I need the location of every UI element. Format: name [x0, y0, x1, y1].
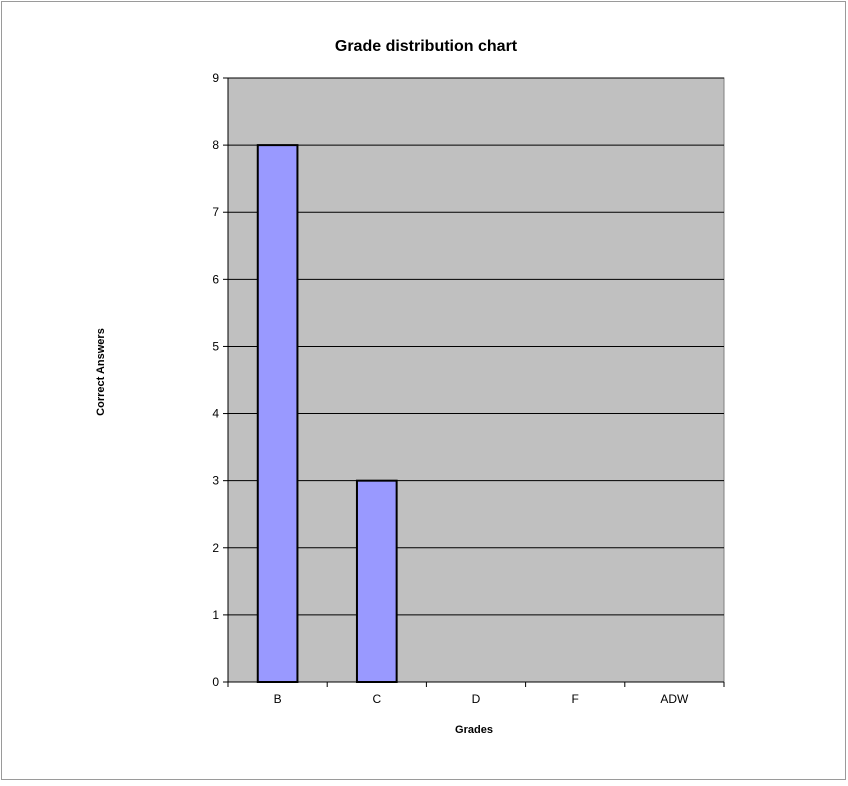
- y-axis-tick-labels: 0 1 2 3 4 5 6 7 8 9: [212, 71, 219, 689]
- bar-c: [355, 479, 398, 683]
- y-tick-label: 9: [212, 71, 219, 85]
- y-tick-label: 5: [212, 339, 219, 353]
- x-tick-label: F: [572, 692, 579, 706]
- axes: [223, 77, 725, 687]
- x-tick-label: D: [472, 692, 481, 706]
- bars: [256, 144, 398, 684]
- x-tick-label: C: [372, 692, 381, 706]
- x-axis-tick-labels: B C D F ADW: [274, 692, 689, 706]
- bar-b: [256, 144, 299, 684]
- y-tick-label: 4: [212, 407, 219, 421]
- y-tick-label: 6: [212, 272, 219, 286]
- chart-title: Grade distribution chart: [335, 38, 518, 55]
- y-tick-label: 3: [212, 474, 219, 488]
- y-tick-label: 1: [212, 608, 219, 622]
- gridlines: [228, 77, 724, 616]
- x-tick-label: ADW: [660, 692, 689, 706]
- y-tick-label: 8: [212, 138, 219, 152]
- plot-area: [227, 77, 725, 683]
- y-tick-label: 7: [212, 205, 219, 219]
- y-axis-label: Correct Answers: [95, 328, 107, 416]
- x-tick-label: B: [274, 692, 282, 706]
- x-axis-label: Grades: [455, 724, 493, 736]
- y-tick-label: 2: [212, 541, 219, 555]
- y-tick-label: 0: [212, 675, 219, 689]
